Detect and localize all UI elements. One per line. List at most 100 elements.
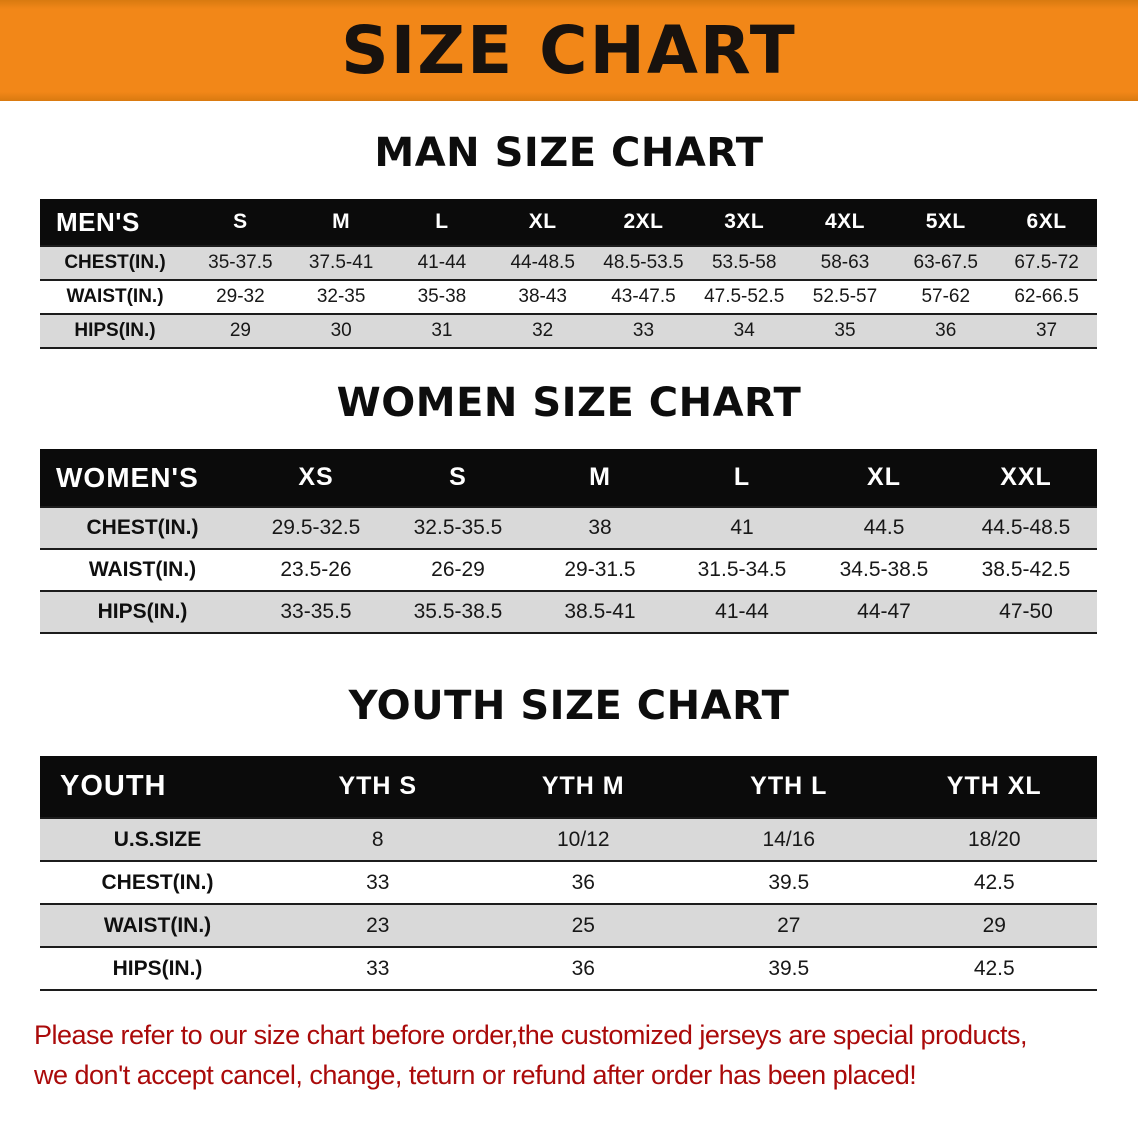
value-cell: 58-63 xyxy=(820,252,870,273)
value-cell: 14/16 xyxy=(762,827,816,851)
row-label-cell: HIPS(IN.) xyxy=(97,600,188,623)
size-header-cell: S xyxy=(190,199,291,246)
value-cell: 33 xyxy=(366,956,390,980)
value-cell: 44-47 xyxy=(857,600,911,623)
size-header-cell: 4XL xyxy=(794,199,896,246)
value-cell: 53.5-58 xyxy=(711,252,777,273)
value-cell: 29.5-32.5 xyxy=(271,516,361,539)
value-cell: 29 xyxy=(982,913,1006,937)
row-label-cell: WAIST(IN.) xyxy=(88,558,197,581)
value-cell: 29 xyxy=(229,320,251,341)
row-label-cell: CHEST(IN.) xyxy=(101,870,214,894)
size-header-cell: M xyxy=(290,199,392,246)
value-cell: 57-62 xyxy=(921,286,971,307)
size-header-cell: 6XL xyxy=(996,199,1097,246)
value-cell: 27 xyxy=(777,913,801,937)
value-cell: 29-31.5 xyxy=(564,558,636,581)
value-cell: 33-35.5 xyxy=(280,600,352,623)
women-size-section: WOMEN SIZE CHART WOMEN'S XS S M L XL XXL CHEST(… xyxy=(0,379,1138,634)
value-cell: 39.5 xyxy=(768,870,810,894)
value-cell: 36 xyxy=(571,956,595,980)
table-title-cell: WOMEN'S xyxy=(40,449,245,507)
table-row: CHEST(IN.) 35-37.5 37.5-41 41-44 44-48.5 48.5… xyxy=(40,246,1097,280)
value-cell: 43-47.5 xyxy=(611,286,676,307)
value-cell: 32 xyxy=(532,320,554,341)
size-header-cell: L xyxy=(391,199,493,246)
value-cell: 31.5-34.5 xyxy=(697,558,787,581)
size-header-cell: S xyxy=(387,449,529,507)
size-header-cell: M xyxy=(529,449,671,507)
size-header-cell: 3XL xyxy=(693,199,795,246)
value-cell: 26-29 xyxy=(431,558,485,581)
value-cell: 62-66.5 xyxy=(1014,286,1079,307)
value-cell: 8 xyxy=(371,827,384,851)
size-header-cell: YTH XL xyxy=(891,756,1097,818)
men-size-section: MAN SIZE CHART MEN'S S M L XL 2XL 3XL 4XL 5XL 6XL… xyxy=(0,129,1138,349)
value-cell: 35-37.5 xyxy=(208,252,273,273)
size-header-cell: XXL xyxy=(955,449,1097,507)
disclaimer-line-1: Please refer to our size chart before or… xyxy=(34,1020,1028,1050)
value-cell: 36 xyxy=(571,870,595,894)
value-cell: 35.5-38.5 xyxy=(413,600,503,623)
value-cell: 23.5-26 xyxy=(280,558,352,581)
size-header-cell: 5XL xyxy=(895,199,997,246)
men-section-heading: MAN SIZE CHART xyxy=(374,130,764,176)
value-cell: 42.5 xyxy=(973,956,1015,980)
women-size-table: WOMEN'S XS S M L XL XXL CHEST(IN.) 29.5-32.5 32.5… xyxy=(40,449,1097,634)
value-cell: 38.5-41 xyxy=(564,600,636,623)
value-cell: 37 xyxy=(1035,320,1058,341)
row-label-cell: WAIST(IN.) xyxy=(103,913,212,937)
youth-section-heading: YOUTH SIZE CHART xyxy=(348,683,790,729)
table-title-cell: YOUTH xyxy=(40,756,275,818)
value-cell: 18/20 xyxy=(967,827,1021,851)
value-cell: 33 xyxy=(366,870,390,894)
value-cell: 35-38 xyxy=(417,286,467,307)
size-header-cell: YTH M xyxy=(480,756,686,818)
table-row: HIPS(IN.) 33-35.5 35.5-38.5 38.5-41 41-44 44-… xyxy=(40,591,1097,633)
size-chart-banner: SIZE CHART xyxy=(0,0,1138,101)
table-row: U.S.SIZE 8 10/12 14/16 18/20 xyxy=(40,818,1097,861)
value-cell: 52.5-57 xyxy=(812,286,878,307)
table-row: WAIST(IN.) 23 25 27 29 xyxy=(40,904,1097,947)
table-row: HIPS(IN.) 29 30 31 32 33 34 35 36 37 xyxy=(40,314,1097,348)
value-cell: 36 xyxy=(935,320,957,341)
value-cell: 38 xyxy=(588,516,612,539)
value-cell: 33 xyxy=(632,320,655,341)
value-cell: 31 xyxy=(431,320,453,341)
value-cell: 34 xyxy=(733,320,755,341)
table-row: HIPS(IN.) 33 36 39.5 42.5 xyxy=(40,947,1097,990)
value-cell: 44.5 xyxy=(863,516,905,539)
value-cell: 39.5 xyxy=(768,956,810,980)
row-label-cell: HIPS(IN.) xyxy=(112,956,203,980)
women-section-heading: WOMEN SIZE CHART xyxy=(336,380,802,426)
size-chart-page: SIZE CHART MAN SIZE CHART MEN'S S M L XL 2XL 3… xyxy=(0,0,1138,1095)
value-cell: 41-44 xyxy=(417,252,467,273)
men-size-table: MEN'S S M L XL 2XL 3XL 4XL 5XL 6XL CHEST(IN.) 35-37… xyxy=(40,199,1097,349)
value-cell: 42.5 xyxy=(973,870,1015,894)
size-header-cell: 2XL xyxy=(593,199,694,246)
size-header-cell: YTH S xyxy=(275,756,481,818)
size-header-cell: XL xyxy=(492,199,594,246)
value-cell: 32-35 xyxy=(316,286,366,307)
table-header-row: WOMEN'S XS S M L XL XXL xyxy=(40,449,1097,507)
value-cell: 44-48.5 xyxy=(510,252,575,273)
table-header-row: YOUTH YTH S YTH M YTH L YTH XL xyxy=(40,756,1097,818)
value-cell: 38-43 xyxy=(518,286,567,307)
value-cell: 41 xyxy=(730,516,754,539)
value-cell: 38.5-42.5 xyxy=(981,558,1071,581)
table-row: CHEST(IN.) 29.5-32.5 32.5-35.5 38 41 44.5 44.5… xyxy=(40,507,1097,549)
row-label-cell: WAIST(IN.) xyxy=(66,286,164,307)
row-label-cell: U.S.SIZE xyxy=(113,827,202,851)
value-cell: 37.5-41 xyxy=(308,252,374,273)
disclaimer-notice: Please refer to our size chart before or… xyxy=(0,1015,1138,1095)
value-cell: 30 xyxy=(330,320,352,341)
size-header-cell: XS xyxy=(245,449,387,507)
value-cell: 44.5-48.5 xyxy=(981,516,1071,539)
value-cell: 63-67.5 xyxy=(913,252,978,273)
size-header-cell: YTH L xyxy=(686,756,892,818)
table-row: CHEST(IN.) 33 36 39.5 42.5 xyxy=(40,861,1097,904)
table-row: WAIST(IN.) 29-32 32-35 35-38 38-43 43-47.5 47.… xyxy=(40,280,1097,314)
size-header-cell: L xyxy=(671,449,813,507)
row-label-cell: HIPS(IN.) xyxy=(74,320,156,341)
value-cell: 34.5-38.5 xyxy=(839,558,929,581)
